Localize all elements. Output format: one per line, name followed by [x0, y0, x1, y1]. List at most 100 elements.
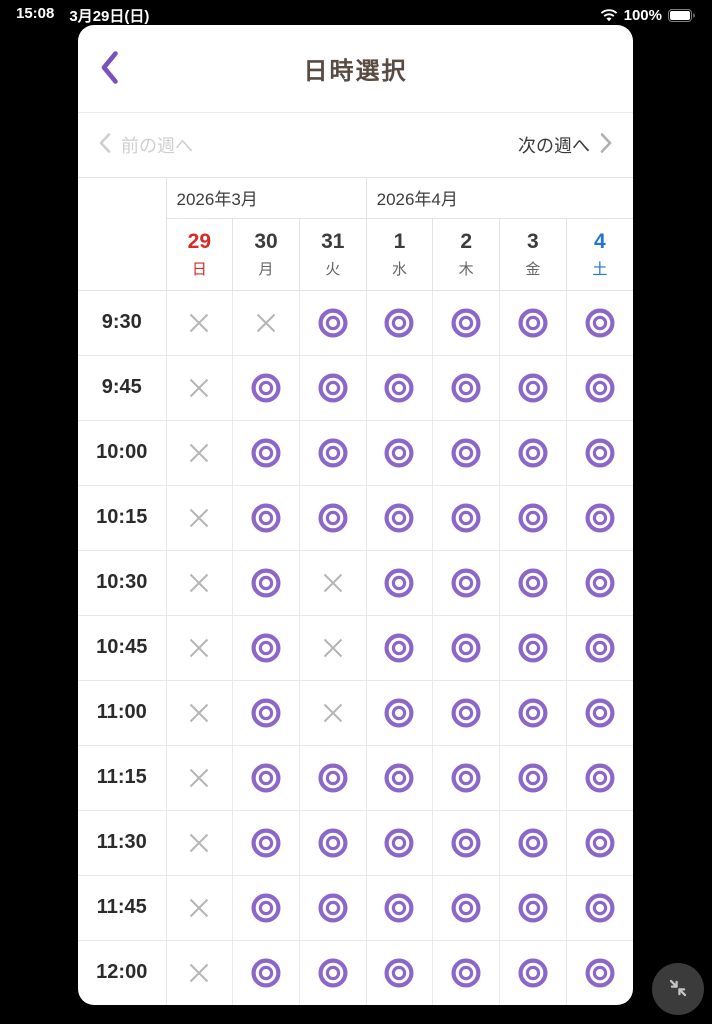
next-week-label: 次の週へ — [518, 136, 590, 156]
chevron-right-icon — [600, 132, 613, 159]
slot-9:30-col4[interactable] — [432, 290, 500, 356]
slot-12:00-col1[interactable] — [232, 940, 300, 1005]
unavailable-cross-icon — [190, 443, 209, 462]
available-double-circle-icon — [251, 503, 281, 532]
slot-11:15-col6[interactable] — [565, 745, 633, 811]
slot-11:45-col4[interactable] — [432, 875, 500, 941]
collapse-window-button[interactable] — [652, 963, 704, 1015]
available-double-circle-icon — [318, 828, 348, 857]
unavailable-cross-icon — [323, 573, 342, 592]
slot-11:30-col1[interactable] — [232, 810, 300, 876]
available-double-circle-icon — [585, 763, 615, 792]
slot-10:45-col3[interactable] — [365, 615, 433, 681]
available-double-circle-icon — [585, 308, 615, 337]
slot-10:15-col3[interactable] — [365, 485, 433, 551]
slot-10:30-col4[interactable] — [432, 550, 500, 616]
prev-week-button[interactable]: 前の週へ — [94, 128, 197, 163]
time-row-11:00: 11:00 — [78, 680, 633, 746]
slot-11:45-col6[interactable] — [565, 875, 633, 941]
available-double-circle-icon — [384, 373, 414, 402]
slot-10:30-col3[interactable] — [365, 550, 433, 616]
day-header-30: 30 月 — [232, 218, 300, 291]
slot-11:30-col2[interactable] — [298, 810, 367, 876]
slot-9:45-col3[interactable] — [365, 355, 433, 421]
slot-11:30-col3[interactable] — [365, 810, 433, 876]
time-label: 9:45 — [78, 355, 166, 421]
slot-10:30-col1[interactable] — [232, 550, 300, 616]
slot-10:15-col1[interactable] — [232, 485, 300, 551]
slot-9:30-col3[interactable] — [365, 290, 433, 356]
slot-11:00-col3[interactable] — [365, 680, 433, 746]
available-double-circle-icon — [318, 958, 348, 988]
slot-9:45-col4[interactable] — [432, 355, 500, 421]
slot-9:45-col5[interactable] — [499, 355, 567, 421]
available-double-circle-icon — [451, 633, 481, 662]
slot-11:45-col3[interactable] — [365, 875, 433, 941]
slot-10:30-col5[interactable] — [499, 550, 567, 616]
slot-10:00-col1[interactable] — [232, 420, 300, 486]
slot-9:30-col5[interactable] — [499, 290, 567, 356]
slot-10:00-col5[interactable] — [499, 420, 567, 486]
available-double-circle-icon — [585, 698, 615, 727]
slot-10:00-col6[interactable] — [565, 420, 633, 486]
slot-11:30-col5[interactable] — [499, 810, 567, 876]
unavailable-cross-icon — [256, 313, 276, 332]
status-time: 15:08 — [16, 4, 55, 22]
slot-10:00-col2[interactable] — [298, 420, 367, 486]
slot-11:00-col6[interactable] — [565, 680, 633, 746]
chevron-left-icon — [98, 50, 120, 88]
slot-11:15-col5[interactable] — [499, 745, 567, 811]
slot-9:45-col1[interactable] — [232, 355, 300, 421]
back-button[interactable] — [92, 45, 126, 92]
slot-9:30-col6[interactable] — [565, 290, 633, 356]
slot-10:15-col2[interactable] — [298, 485, 367, 551]
slot-11:45-col1[interactable] — [232, 875, 300, 941]
time-row-11:30: 11:30 — [78, 810, 633, 876]
available-double-circle-icon — [318, 308, 348, 337]
page-title: 日時選択 — [303, 58, 408, 85]
slot-9:30-col2[interactable] — [298, 290, 367, 356]
slot-11:30-col4[interactable] — [432, 810, 500, 876]
available-double-circle-icon — [518, 828, 548, 857]
slot-10:15-col5[interactable] — [499, 485, 567, 551]
available-double-circle-icon — [251, 698, 281, 727]
slot-11:15-col1[interactable] — [232, 745, 300, 811]
available-double-circle-icon — [518, 633, 548, 662]
slot-12:00-col4[interactable] — [432, 940, 500, 1005]
slot-12:00-col5[interactable] — [499, 940, 567, 1005]
available-double-circle-icon — [451, 373, 481, 402]
available-double-circle-icon — [518, 438, 548, 467]
slot-11:00-col4[interactable] — [432, 680, 500, 746]
slot-9:45-col2[interactable] — [298, 355, 367, 421]
available-double-circle-icon — [518, 698, 548, 727]
slot-12:00-col3[interactable] — [365, 940, 433, 1005]
slot-10:45-col6[interactable] — [565, 615, 633, 681]
slot-10:15-col4[interactable] — [432, 485, 500, 551]
time-label: 10:00 — [78, 420, 166, 486]
slot-11:00-col1[interactable] — [232, 680, 300, 746]
slot-11:30-col6[interactable] — [565, 810, 633, 876]
slot-10:00-col4[interactable] — [432, 420, 500, 486]
slot-10:45-col5[interactable] — [499, 615, 567, 681]
slot-11:15-col3[interactable] — [365, 745, 433, 811]
next-week-button[interactable]: 次の週へ — [514, 128, 617, 163]
slot-10:45-col4[interactable] — [432, 615, 500, 681]
slot-10:45-col1[interactable] — [232, 615, 300, 681]
slot-11:15-col2[interactable] — [298, 745, 367, 811]
unavailable-cross-icon — [190, 833, 209, 852]
corner-cell — [78, 178, 166, 291]
slot-11:45-col5[interactable] — [499, 875, 567, 941]
slot-11:45-col2[interactable] — [298, 875, 367, 941]
slot-11:00-col5[interactable] — [499, 680, 567, 746]
slot-11:30-col0 — [165, 810, 233, 876]
slot-12:00-col2[interactable] — [298, 940, 367, 1005]
slot-11:15-col4[interactable] — [432, 745, 500, 811]
slot-12:00-col6[interactable] — [565, 940, 633, 1005]
slot-10:30-col6[interactable] — [565, 550, 633, 616]
slot-10:00-col3[interactable] — [365, 420, 433, 486]
slot-10:15-col6[interactable] — [565, 485, 633, 551]
slot-9:45-col6[interactable] — [565, 355, 633, 421]
